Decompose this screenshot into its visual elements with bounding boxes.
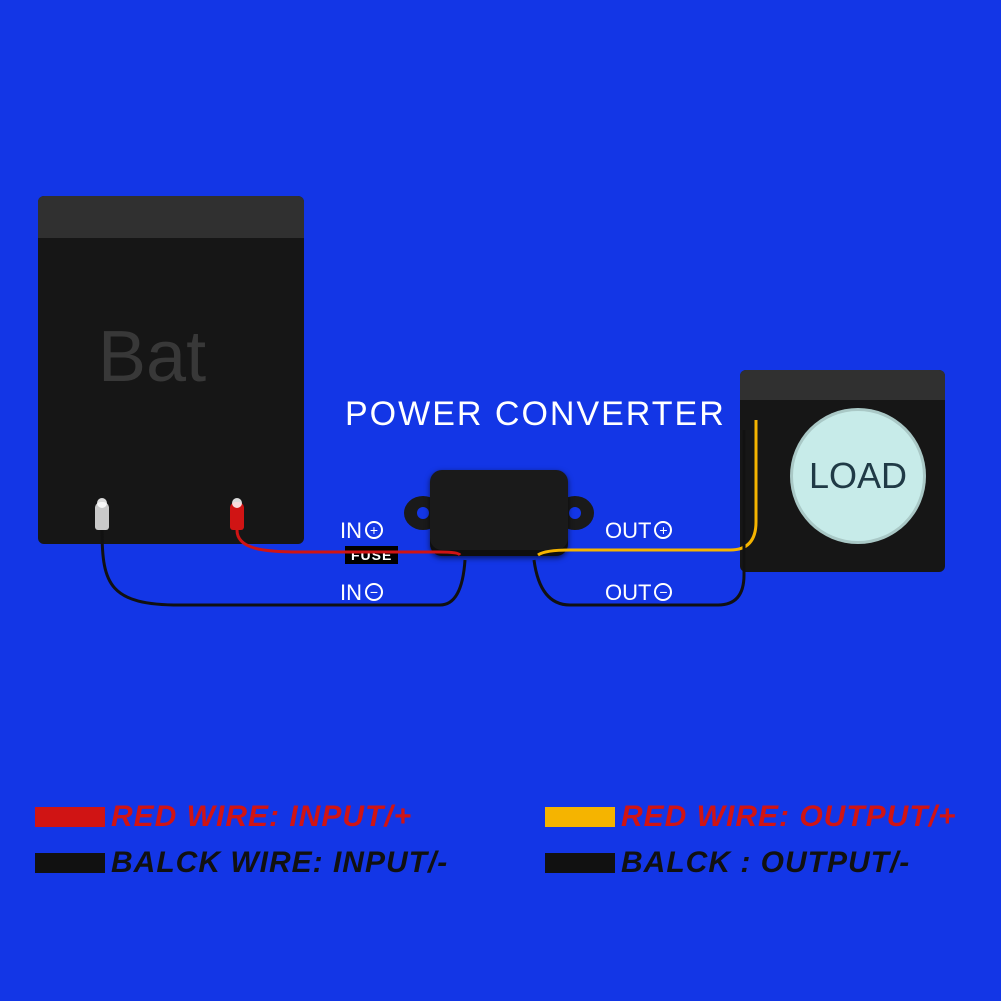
legend-swatch-yellow <box>545 807 615 827</box>
converter-body <box>430 470 568 556</box>
legend-text-2: RED WIRE: OUTPUT/+ <box>621 800 957 834</box>
legend-row-3: BALCK : OUTPUT/- <box>545 846 910 880</box>
minus-icon: − <box>365 583 383 601</box>
label-in-neg: IN − <box>340 580 383 606</box>
diagram-canvas: Bat POWER CONVERTER LOAD IN + IN − OUT +… <box>0 0 1001 1001</box>
legend-swatch-red <box>35 807 105 827</box>
label-in-neg-text: IN <box>340 580 362 606</box>
label-out-neg-text: OUT <box>605 580 651 606</box>
label-in-pos-text: IN <box>340 518 362 544</box>
battery-terminal-positive <box>230 502 244 530</box>
battery-body: Bat <box>38 196 304 544</box>
label-out-pos: OUT + <box>605 518 672 544</box>
legend-swatch-black-2 <box>545 853 615 873</box>
battery-top <box>38 196 304 238</box>
converter-title: POWER CONVERTER <box>345 395 726 434</box>
plus-icon: + <box>365 521 383 539</box>
legend-swatch-black-1 <box>35 853 105 873</box>
label-out-neg: OUT − <box>605 580 672 606</box>
label-in-pos: IN + <box>340 518 383 544</box>
battery-terminal-negative <box>95 502 109 530</box>
load-top <box>740 370 945 400</box>
legend-row-0: RED WIRE: INPUT/+ <box>35 800 412 834</box>
legend-row-2: RED WIRE: OUTPUT/+ <box>545 800 957 834</box>
load-label: LOAD <box>809 455 907 497</box>
load-circle: LOAD <box>790 408 926 544</box>
legend-row-1: BALCK WIRE: INPUT/- <box>35 846 448 880</box>
battery-label: Bat <box>98 316 206 398</box>
legend-text-0: RED WIRE: INPUT/+ <box>111 800 412 834</box>
legend-text-1: BALCK WIRE: INPUT/- <box>111 846 448 880</box>
label-out-pos-text: OUT <box>605 518 651 544</box>
minus-icon: − <box>654 583 672 601</box>
legend-text-3: BALCK : OUTPUT/- <box>621 846 910 880</box>
plus-icon: + <box>654 521 672 539</box>
fuse-label: FUSE <box>345 546 398 564</box>
